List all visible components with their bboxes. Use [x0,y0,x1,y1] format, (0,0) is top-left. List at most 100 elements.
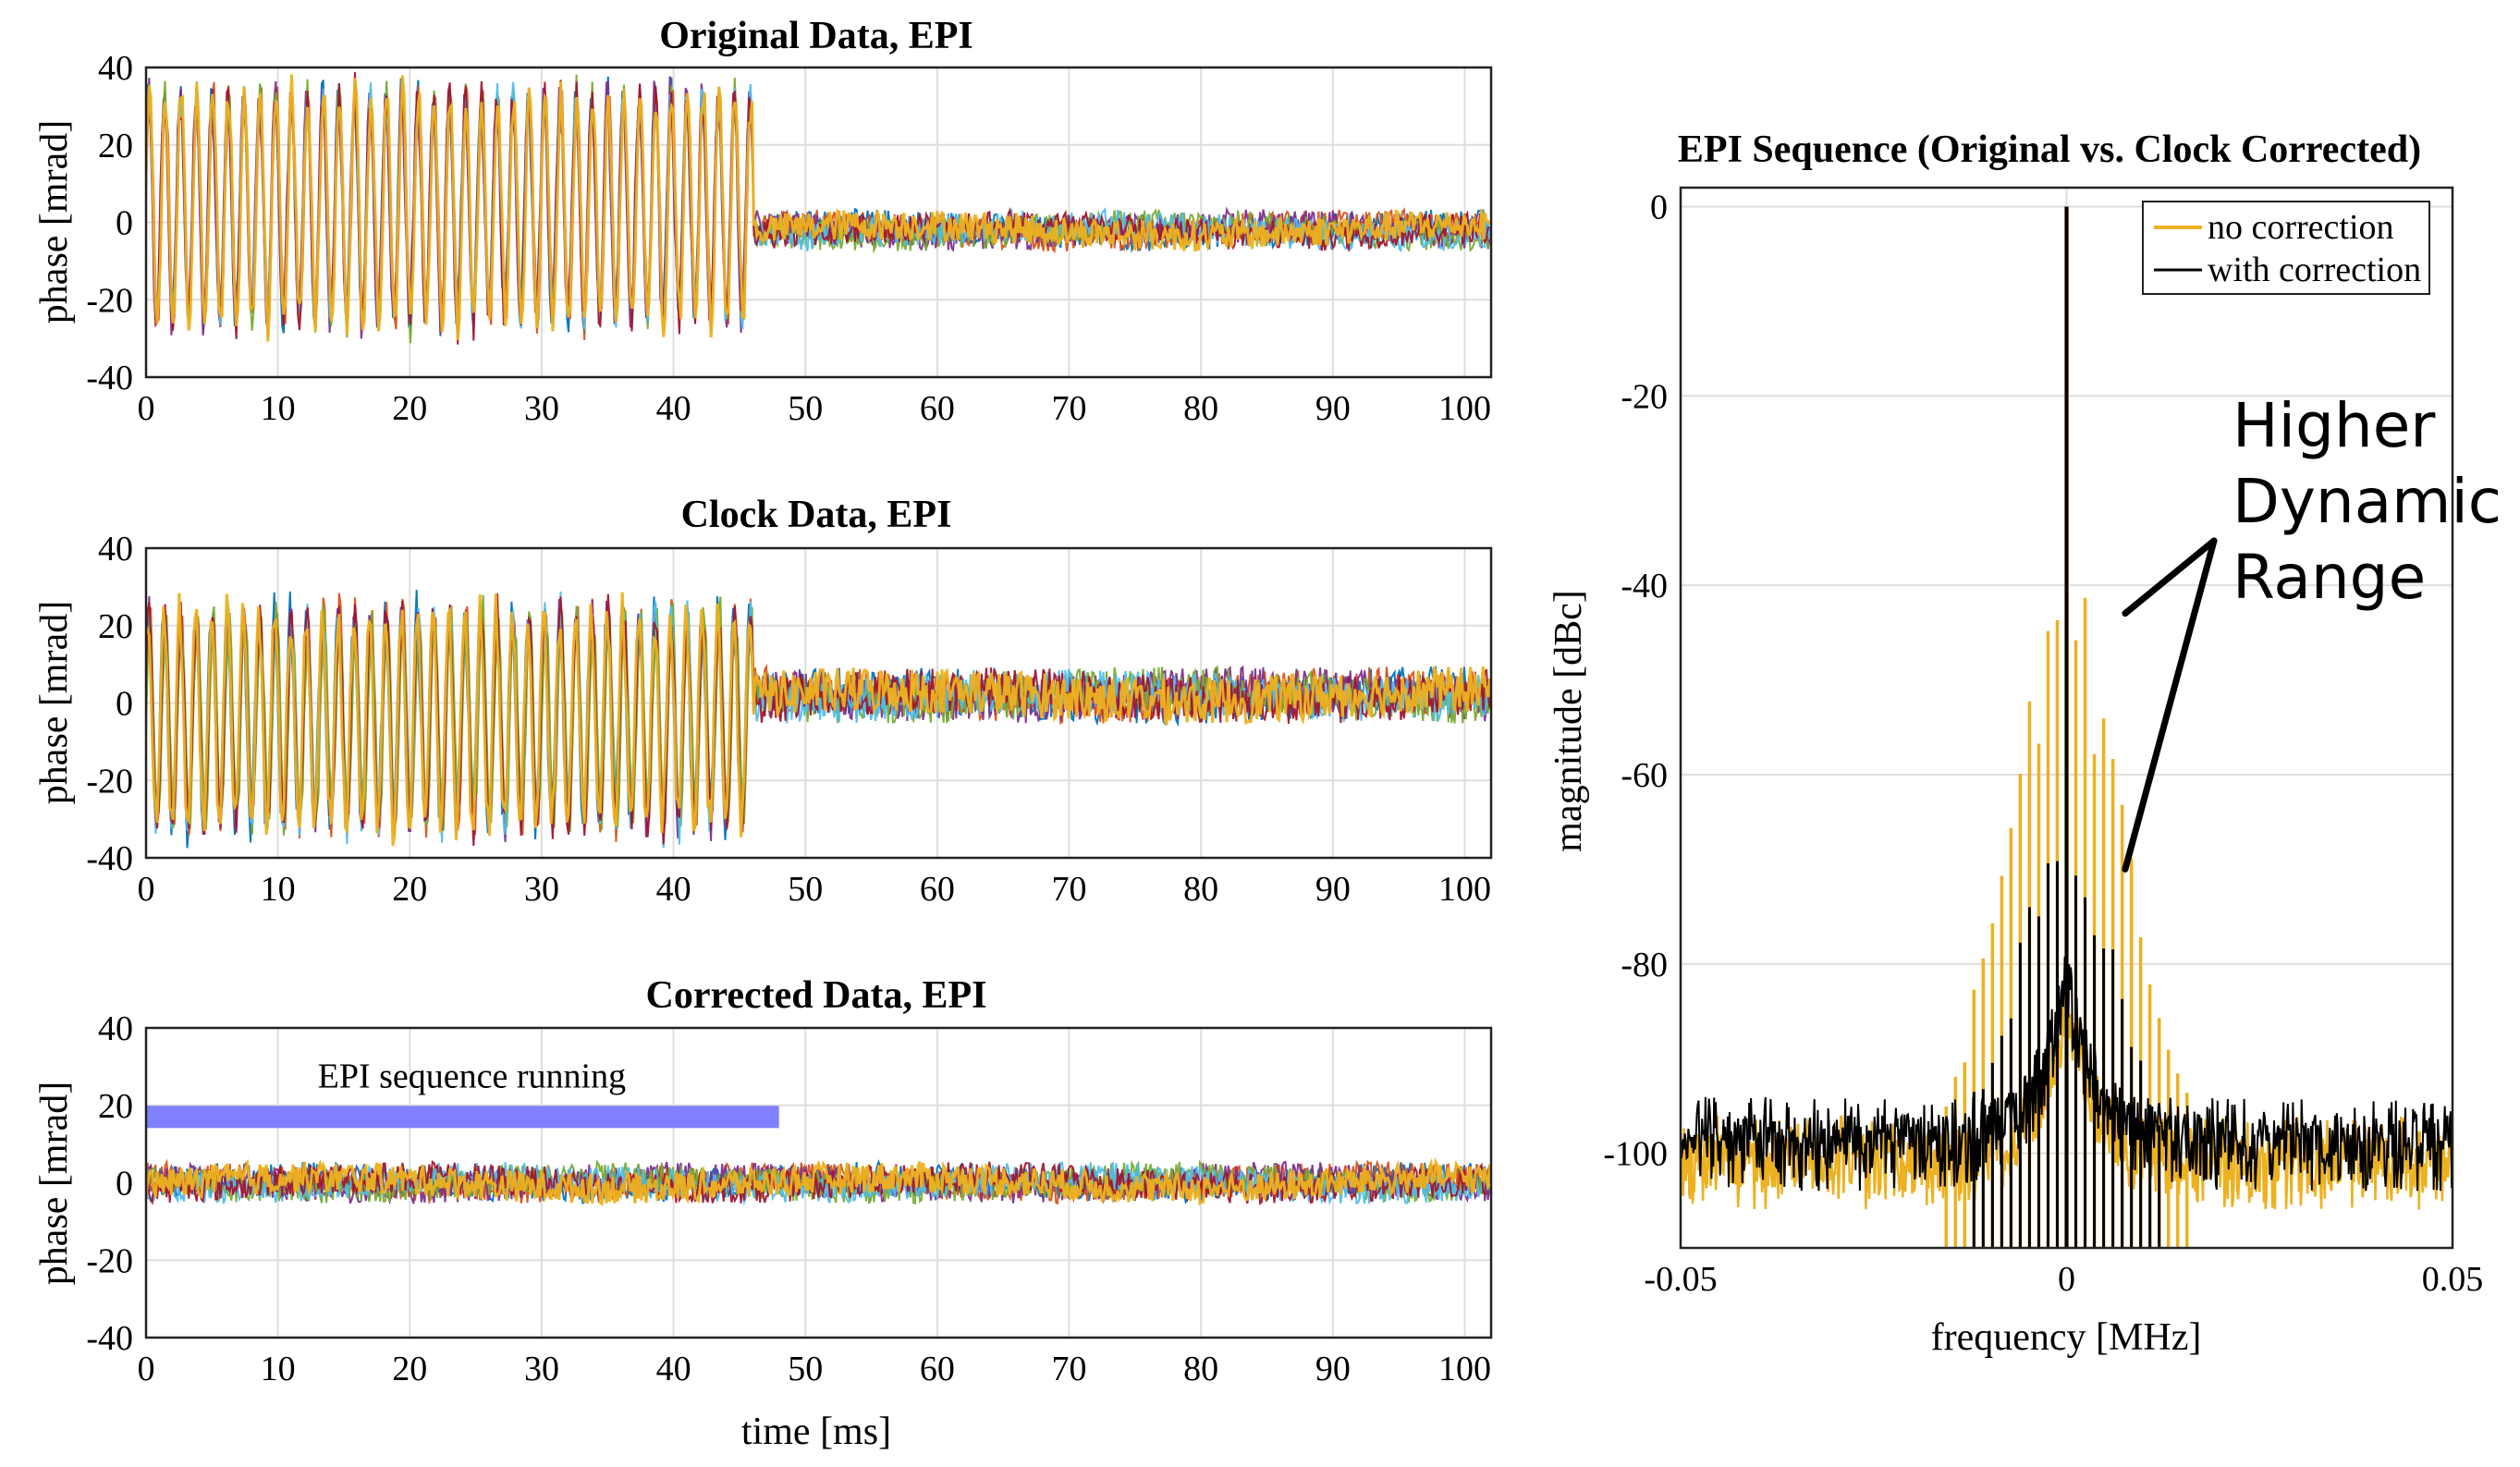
y-tick-labels: -40 -20 0 20 40 [86,49,133,397]
x-tick-label: 20 [392,389,427,428]
x-tick-label: 0 [2058,1260,2075,1299]
x-tick-label: 40 [656,870,691,909]
panel-corrected-data: Corrected Data, EPI EPI sequence running… [33,974,1493,1453]
x-tick-label: 100 [1438,1350,1491,1388]
trace-line [146,592,1491,847]
legend-label-with-correction: with correction [2208,251,2421,289]
axes-frame [144,546,1493,860]
y-tick-label: -40 [86,359,133,397]
axes-frame [1679,186,2454,1250]
x-tick-label: 70 [1052,389,1087,428]
x-tick-label: 70 [1052,870,1087,909]
epi-running-label: EPI sequence running [318,1057,626,1095]
y-tick-label: 20 [98,127,133,165]
y-tick-label: 20 [98,607,133,646]
x-tick-label: 80 [1183,870,1218,909]
x-tick-labels: -0.05 0 0.05 [1644,1260,2483,1299]
x-tick-label: 60 [920,389,955,428]
axes-frame [144,66,1493,379]
y-tick-label: 0 [116,204,133,243]
x-tick-label: 40 [656,389,691,428]
y-tick-label: -40 [86,1319,133,1358]
y-tick-label: -20 [86,281,133,320]
x-tick-label: 0.05 [2422,1260,2484,1299]
x-tick-label: 80 [1183,389,1218,428]
x-tick-labels: 0 10 20 30 40 50 60 70 80 90 100 [138,389,1491,428]
panel-title: Original Data, EPI [659,15,973,57]
legend: no correction with correction [2142,201,2430,295]
x-tick-label: 80 [1183,1350,1218,1388]
x-axis-label: time [ms] [741,1411,891,1453]
y-tick-label: -20 [1621,377,1668,416]
y-tick-label: 40 [98,49,133,88]
x-axis-label: frequency [MHz] [1931,1316,2202,1359]
x-tick-label: 30 [524,1350,559,1388]
y-tick-label: 20 [98,1087,133,1126]
y-tick-label: -40 [1621,567,1668,605]
y-axis-label: phase [mrad] [33,120,76,324]
callout-line-1: Higher [2233,390,2436,461]
x-tick-label: 0 [138,389,155,428]
x-tick-label: 50 [788,870,823,909]
x-tick-label: 10 [261,389,296,428]
x-tick-label: 30 [524,870,559,909]
y-tick-labels: 0 -20 -40 -60 -80 -100 [1603,188,1668,1173]
callout-pointer-top [2122,537,2218,617]
axes-frame [144,1026,1493,1339]
trace-line [146,1156,1491,1206]
callout-line-3: Range [2233,542,2426,613]
x-tick-label: 20 [392,870,427,909]
x-tick-label: 0 [138,870,155,909]
panel-title: EPI Sequence (Original vs. Clock Correct… [1678,128,2421,171]
y-tick-label: 40 [98,530,133,568]
x-tick-label: 40 [656,1350,691,1388]
x-tick-label: 90 [1315,389,1351,428]
y-tick-label: -60 [1621,756,1668,795]
y-tick-labels: -40 -20 0 20 40 [86,1009,133,1358]
x-tick-label: 70 [1052,1350,1087,1388]
x-tick-label: 60 [920,1350,955,1388]
y-axis-label: magnitude [dBc] [1547,590,1590,851]
legend-box [2142,201,2430,295]
y-axis-label: phase [mrad] [33,601,76,804]
x-tick-labels: 0 10 20 30 40 50 60 70 80 90 100 [138,1350,1491,1388]
y-tick-label: 0 [116,685,133,724]
panel-title: Corrected Data, EPI [646,974,987,1017]
y-tick-label: 0 [1650,188,1668,226]
y-tick-label: -20 [86,1241,133,1280]
callout: Higher Dynamic Range [2122,390,2502,873]
panel-spectrum: EPI Sequence (Original vs. Clock Correct… [1547,128,2502,1359]
x-tick-label: 10 [261,1350,296,1388]
x-tick-label: 90 [1315,870,1351,909]
y-tick-label: -100 [1603,1135,1668,1174]
traces [146,71,1491,345]
x-tick-label: 90 [1315,1350,1351,1388]
x-tick-label: 100 [1438,389,1491,428]
y-tick-label: -20 [86,762,133,801]
panel-clock-data: Clock Data, EPI -40 -20 0 20 40 0 10 20 30 40 50 6… [33,494,1493,909]
trace-line [146,74,1491,342]
traces [1681,206,2453,1248]
x-tick-label: 50 [788,389,823,428]
callout-pointer-bottom [2122,537,2218,873]
x-tick-label: 0 [138,1350,155,1388]
x-tick-label: 100 [1438,870,1491,909]
y-tick-label: -40 [86,839,133,878]
y-tick-label: 40 [98,1009,133,1048]
epi-running-bar [146,1106,779,1129]
traces [146,590,1491,849]
y-tick-label: 0 [116,1165,133,1204]
y-tick-labels: -40 -20 0 20 40 [86,530,133,878]
x-tick-labels: 0 10 20 30 40 50 60 70 80 90 100 [138,870,1491,909]
x-tick-label: 50 [788,1350,823,1388]
x-tick-label: 30 [524,389,559,428]
x-tick-label: 20 [392,1350,427,1388]
legend-label-no-correction: no correction [2208,208,2394,247]
y-tick-label: -80 [1621,946,1668,984]
x-tick-label: 60 [920,870,955,909]
x-tick-label: 10 [261,870,296,909]
x-tick-label: -0.05 [1644,1260,1717,1299]
callout-line-2: Dynamic [2233,466,2502,537]
traces [146,1156,1491,1206]
